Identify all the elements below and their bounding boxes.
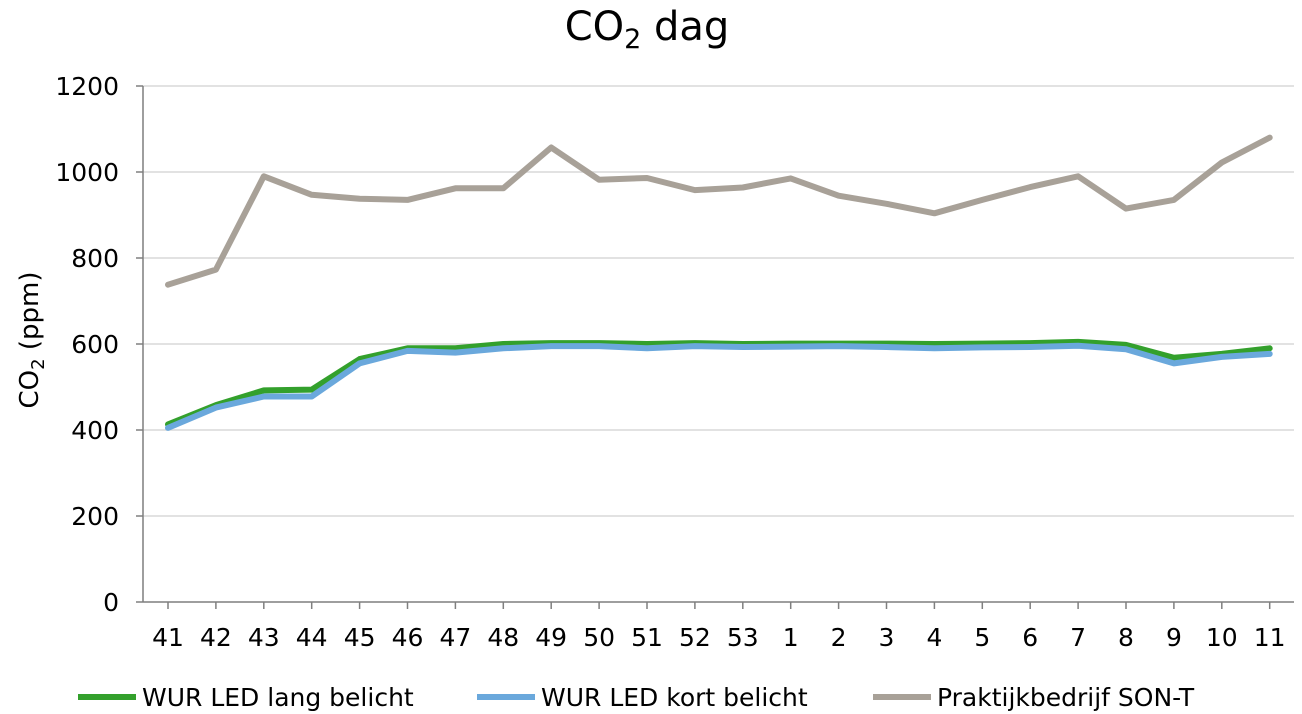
y-axis-label: CO2 (ppm) — [15, 272, 49, 409]
y-tick-label: 0 — [103, 588, 119, 617]
series-lines — [165, 134, 1273, 431]
y-tick-label: 600 — [71, 330, 119, 359]
x-tick-label: 46 — [392, 623, 424, 652]
series-line-3 — [165, 134, 1273, 288]
chart-title: CO2 dag — [565, 4, 730, 55]
chart-title-suffix: dag — [641, 4, 729, 50]
x-tick-label: 8 — [1118, 623, 1134, 652]
x-tick-label: 7 — [1070, 623, 1086, 652]
y-tick-labels: 0 200 400 600 800 1000 1200 — [55, 72, 143, 617]
x-tick-label: 47 — [439, 623, 471, 652]
x-tick-label: 10 — [1206, 623, 1238, 652]
x-tick-label: 3 — [879, 623, 895, 652]
x-tick-label: 51 — [631, 623, 663, 652]
legend-label-1: WUR LED lang belicht — [142, 683, 414, 712]
y-tick-label: 800 — [71, 244, 119, 273]
series-line-2 — [165, 342, 1273, 431]
chart-title-subscript: 2 — [624, 24, 641, 55]
x-tick-label: 52 — [679, 623, 711, 652]
y-tick-label: 1200 — [55, 72, 119, 101]
x-tick-label: 11 — [1254, 623, 1286, 652]
x-tick-labels: 41 42 43 44 45 46 47 48 49 50 51 52 53 1 2 3 4 5 6 7 8 9 10 11 — [152, 602, 1286, 652]
x-tick-label: 9 — [1166, 623, 1182, 652]
legend-label-3: Praktijkbedrijf SON-T — [937, 683, 1195, 712]
y-tick-label: 400 — [71, 416, 119, 445]
x-tick-label: 6 — [1022, 623, 1038, 652]
x-tick-label: 4 — [926, 623, 942, 652]
y-tick-label: 1000 — [55, 158, 119, 187]
x-tick-label: 41 — [152, 623, 184, 652]
x-tick-label: 42 — [200, 623, 232, 652]
legend: WUR LED lang belicht WUR LED kort belicht… — [78, 683, 1195, 712]
y-axis-label-subscript: 2 — [28, 358, 49, 369]
x-tick-label: 49 — [535, 623, 567, 652]
x-tick-label: 53 — [727, 623, 759, 652]
x-tick-label: 2 — [831, 623, 847, 652]
x-tick-label: 43 — [248, 623, 280, 652]
x-tick-label: 50 — [583, 623, 615, 652]
x-tick-label: 44 — [296, 623, 328, 652]
gridlines — [143, 85, 1294, 517]
x-tick-label: 48 — [487, 623, 519, 652]
x-tick-label: 5 — [974, 623, 990, 652]
legend-label-2: WUR LED kort belicht — [541, 683, 808, 712]
x-tick-label: 1 — [783, 623, 799, 652]
y-tick-label: 200 — [71, 502, 119, 531]
y-axis-label-suffix: (ppm) — [15, 272, 45, 359]
x-tick-label: 45 — [344, 623, 376, 652]
